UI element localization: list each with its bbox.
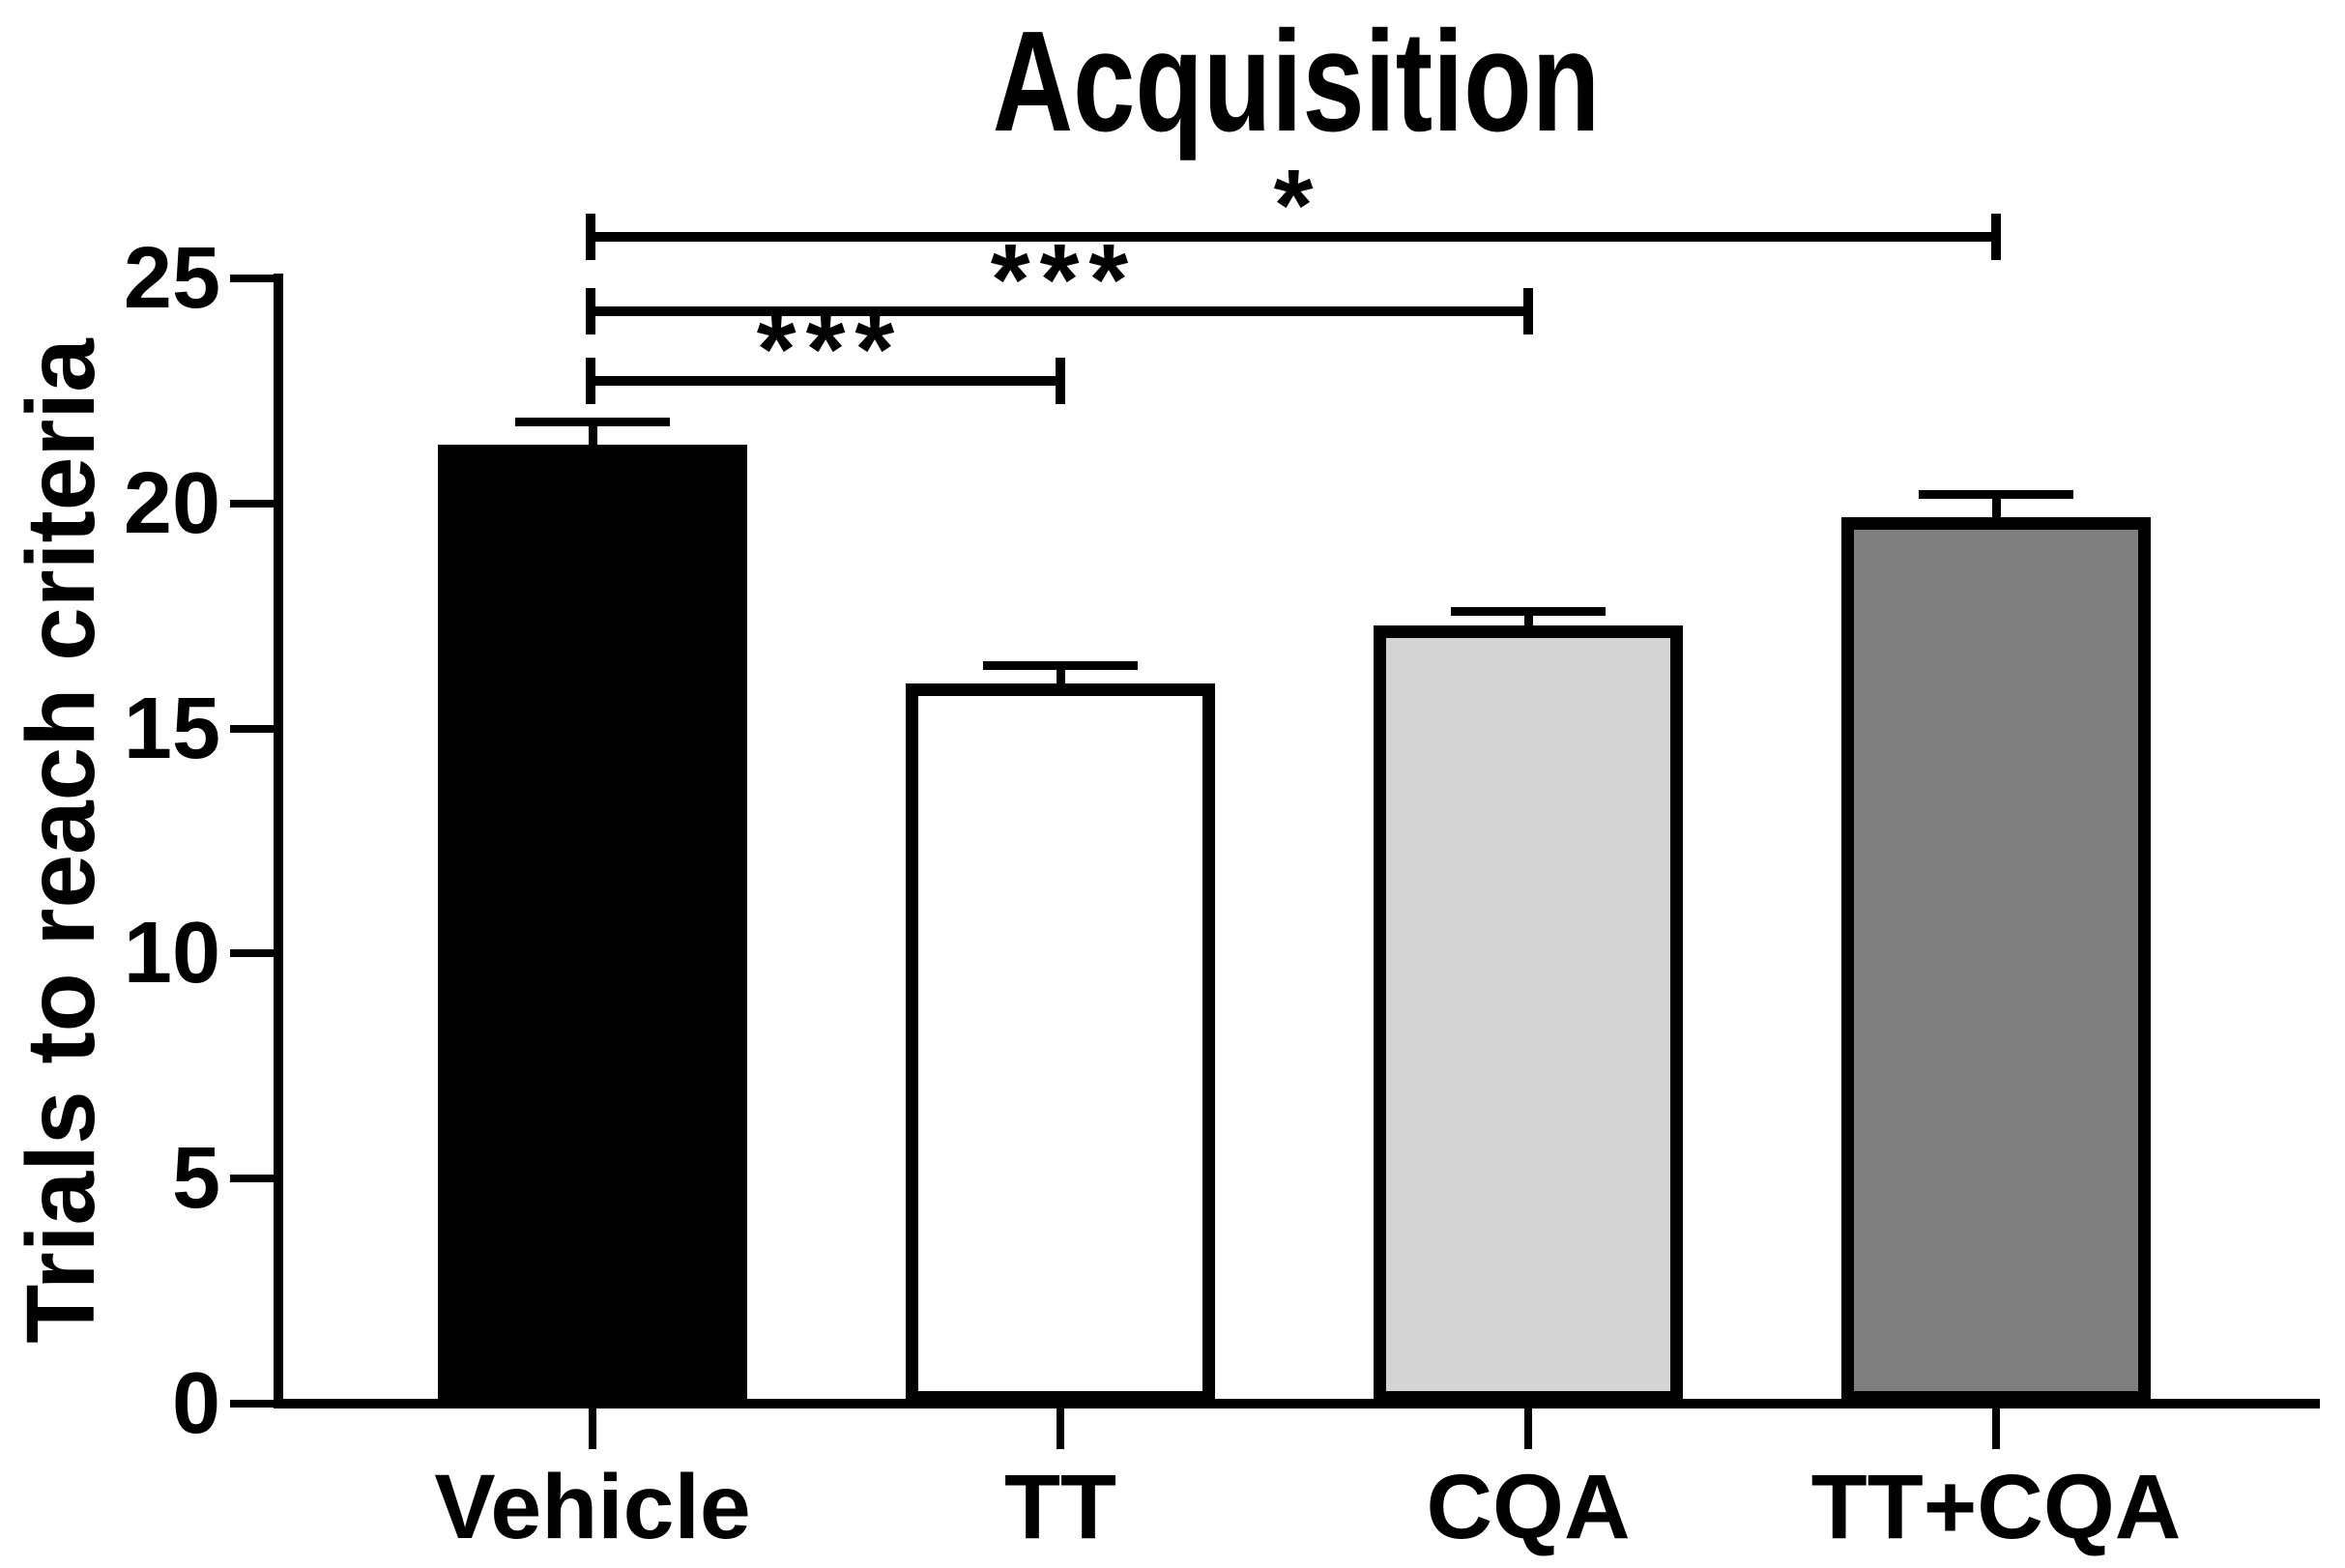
y-tick-label: 10 — [123, 905, 220, 1002]
x-tick-label-tt-cqa: TT+CQA — [1810, 1456, 2182, 1558]
y-tick-label: 25 — [123, 230, 220, 327]
bar-tt-cqa — [1841, 516, 2151, 1404]
error-bar-cap-vehicle — [515, 418, 670, 427]
significance-label-1: *** — [990, 223, 1139, 336]
significance-label-0: * — [1273, 149, 1323, 262]
error-bar-cap-tt — [983, 660, 1138, 670]
y-tick-label: 0 — [171, 1355, 220, 1452]
y-tick-label: 15 — [123, 680, 220, 777]
x-tick-vehicle — [589, 1408, 596, 1449]
bar-tt — [906, 683, 1215, 1404]
significance-bracket-right-tick-0 — [1991, 214, 2001, 260]
x-tick-label-tt: TT — [1003, 1456, 1117, 1558]
x-axis-line — [274, 1399, 2320, 1408]
y-tick-label: 20 — [123, 454, 220, 552]
y-tick — [230, 1175, 280, 1183]
significance-bracket-line-2 — [591, 376, 1060, 386]
error-bar-stem-cqa — [1523, 606, 1533, 627]
error-bar-stem-tt — [1056, 660, 1065, 686]
significance-bracket-line-1 — [591, 306, 1528, 316]
x-tick-tt-cqa — [1992, 1408, 2000, 1449]
error-bar-stem-tt-cqa — [1991, 489, 2001, 519]
y-tick — [230, 724, 280, 733]
significance-bracket-left-tick-1 — [586, 288, 595, 334]
y-tick-label: 5 — [171, 1130, 220, 1228]
error-bar-cap-cqa — [1451, 606, 1606, 616]
x-tick-tt — [1057, 1408, 1064, 1449]
significance-label-2: *** — [756, 293, 905, 406]
x-tick-cqa — [1524, 1408, 1532, 1449]
y-tick — [230, 949, 280, 958]
y-tick — [230, 1400, 280, 1408]
significance-bracket-right-tick-1 — [1523, 288, 1533, 334]
y-axis-line — [274, 274, 283, 1408]
bar-cqa — [1374, 624, 1683, 1404]
bar-vehicle — [438, 445, 747, 1404]
significance-bracket-right-tick-2 — [1056, 358, 1065, 404]
x-tick-label-cqa: CQA — [1426, 1456, 1631, 1558]
x-tick-label-vehicle: Vehicle — [434, 1456, 751, 1558]
y-tick — [230, 275, 280, 282]
significance-bracket-line-0 — [591, 232, 1996, 242]
chart-title: Acquisition — [992, 2, 1601, 161]
significance-bracket-left-tick-2 — [586, 358, 595, 404]
y-tick — [230, 499, 280, 508]
error-bar-cap-tt-cqa — [1919, 489, 2073, 499]
error-bar-stem-vehicle — [588, 418, 597, 448]
significance-bracket-left-tick-0 — [586, 214, 595, 260]
